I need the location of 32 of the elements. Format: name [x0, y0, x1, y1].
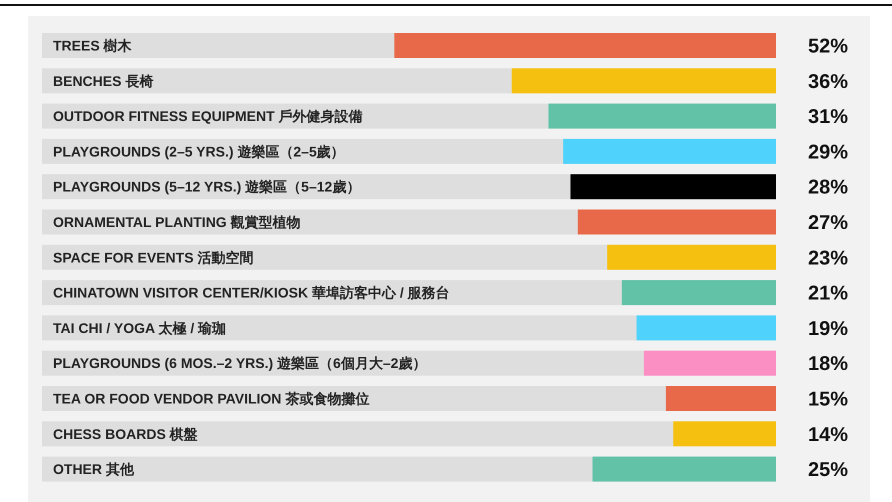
y-tick-label: OTHER 其他 — [53, 461, 135, 478]
y-tick-label: PLAYGROUNDS (6 MOS.–2 YRS.) 遊樂區（6個月大–2歲） — [53, 355, 426, 372]
y-tick-label: BENCHES 長椅 — [53, 72, 154, 89]
y-tick-label: TAI CHI / YOGA 太極 / 瑜珈 — [53, 320, 226, 336]
bar — [666, 386, 776, 411]
data-label: 14% — [808, 424, 848, 446]
bar — [607, 244, 776, 270]
data-label: 27% — [808, 212, 848, 234]
data-label: 52% — [808, 36, 848, 58]
data-label: 31% — [808, 106, 848, 128]
data-label: 23% — [808, 247, 848, 270]
y-tick-label: SPACE FOR EVENTS 活動空間 — [53, 249, 254, 266]
y-tick-label: TEA OR FOOD VENDOR PAVILION 茶或食物攤位 — [53, 390, 370, 406]
y-tick-label: ORNAMENTAL PLANTING 觀賞型植物 — [53, 214, 301, 230]
y-tick-label: CHESS BOARDS 棋盤 — [53, 426, 198, 442]
y-tick-label: TREES 樹木 — [53, 38, 133, 54]
data-label: 19% — [808, 318, 848, 340]
data-label: 21% — [808, 282, 848, 305]
data-label: 29% — [808, 141, 848, 164]
data-label: 28% — [808, 176, 848, 199]
bar — [644, 350, 776, 376]
bar — [622, 280, 776, 306]
data-label: 25% — [808, 459, 848, 482]
data-label: 15% — [808, 388, 848, 410]
data-label: 36% — [808, 70, 848, 93]
y-tick-label: OUTDOOR FITNESS EQUIPMENT 戶外健身設備 — [53, 108, 363, 124]
y-tick-label: PLAYGROUNDS (5–12 YRS.) 遊樂區（5–12歲） — [53, 178, 360, 195]
y-tick-label: CHINATOWN VISITOR CENTER/KIOSK 華埠訪客中心 / 服務台 — [53, 284, 450, 301]
y-tick-label: PLAYGROUNDS (2–5 YRS.) 遊樂區（2–5歲） — [53, 143, 345, 160]
bar — [636, 315, 776, 340]
data-label: 18% — [808, 353, 848, 376]
bar — [673, 421, 776, 446]
